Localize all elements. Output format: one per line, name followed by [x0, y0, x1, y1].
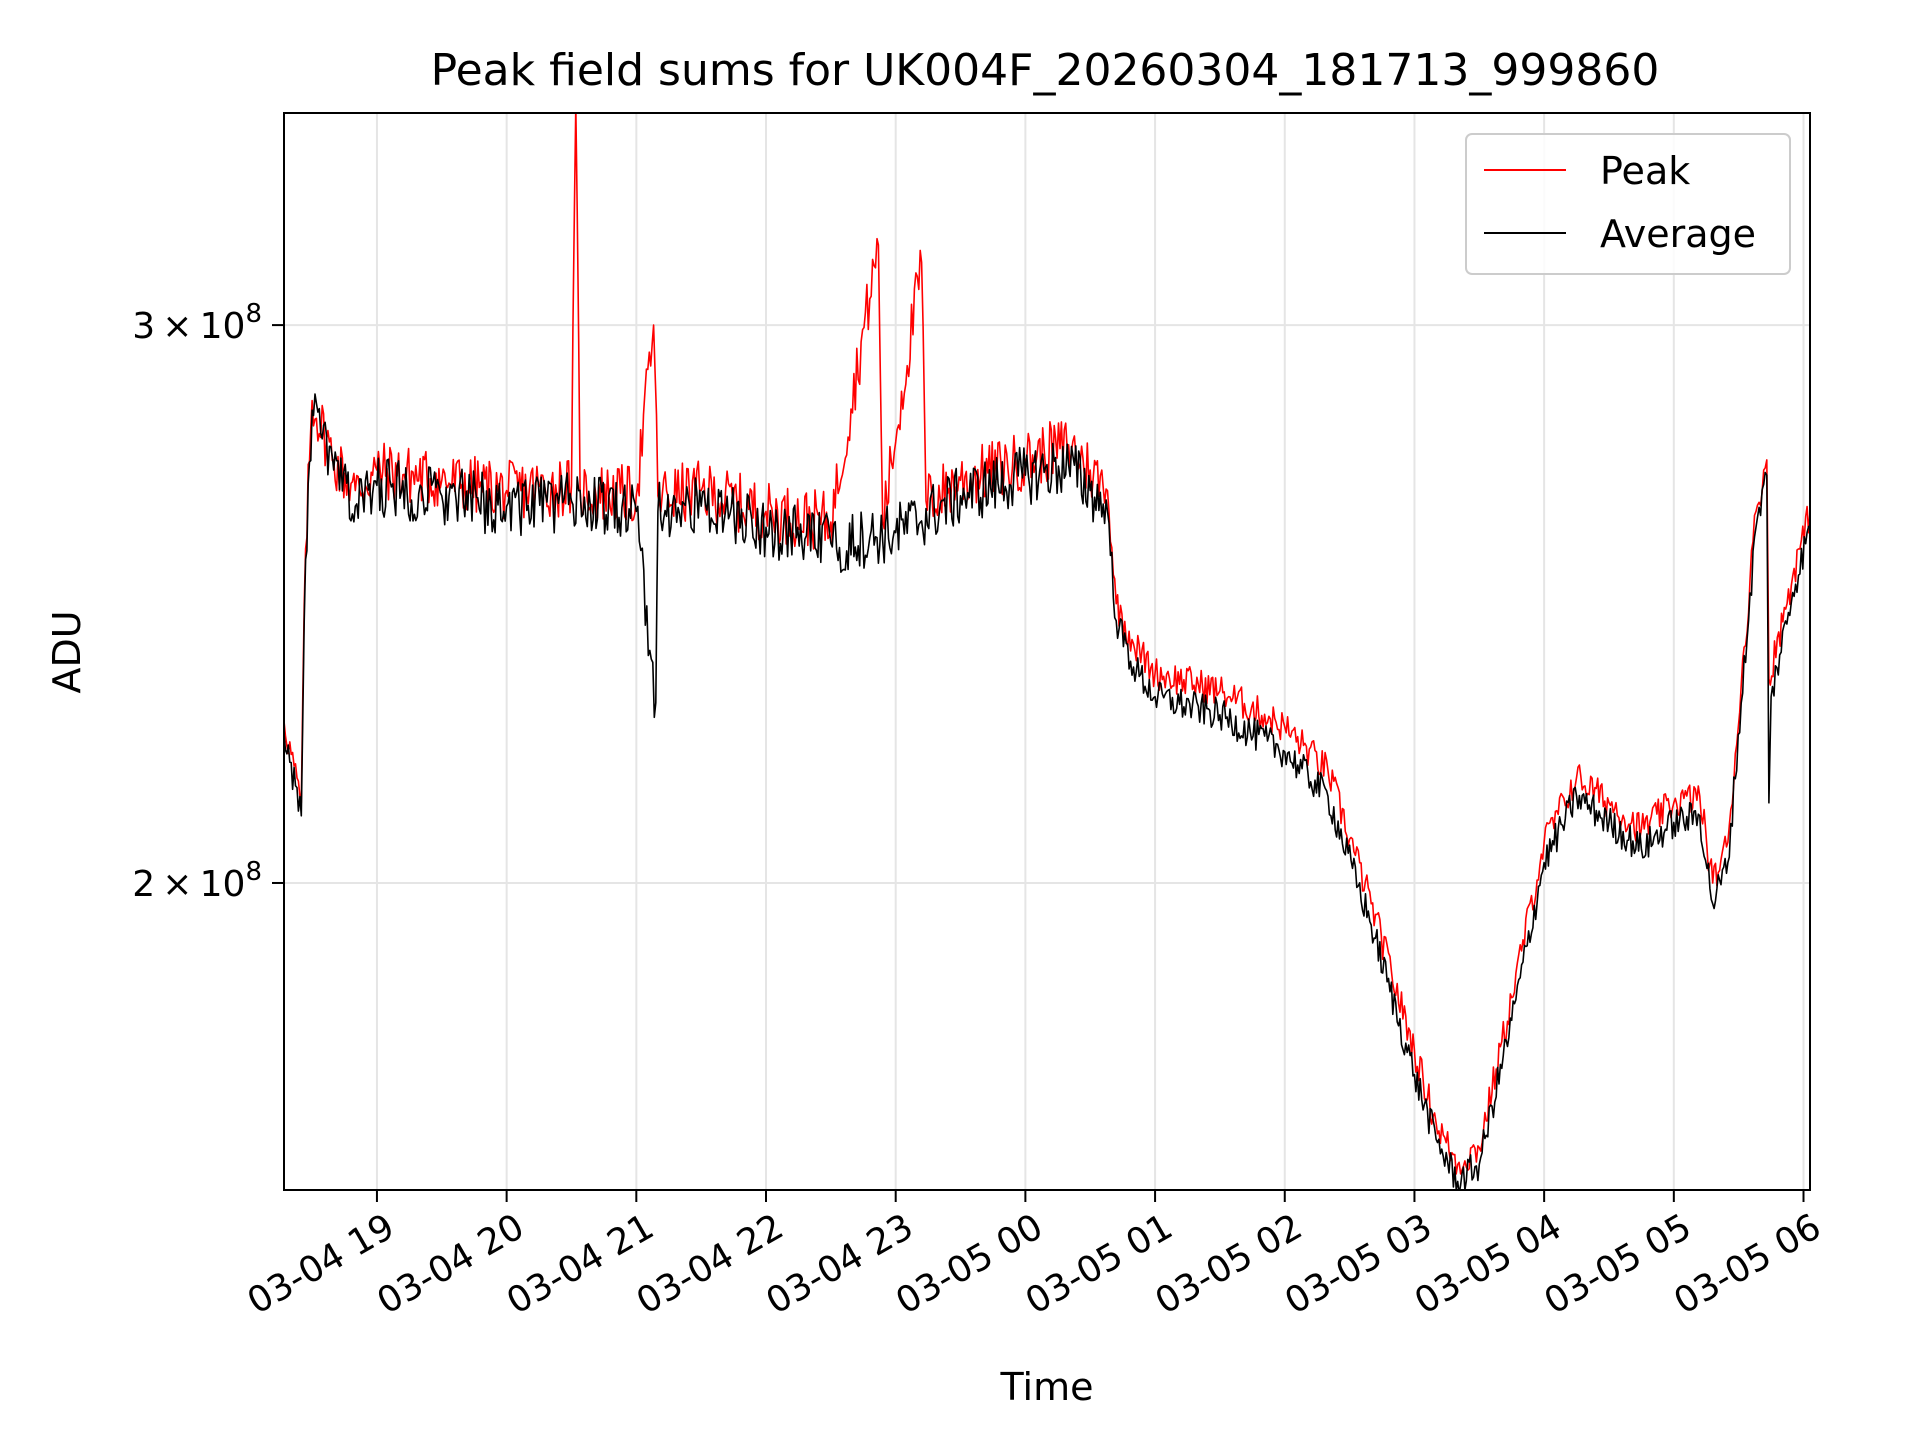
- legend-peak-label: Peak: [1600, 149, 1690, 193]
- series-line-average: [284, 393, 1810, 1190]
- y-tick-label: 3 × 108: [132, 299, 262, 347]
- chart-title: Peak field sums for UK004F_20260304_1817…: [431, 45, 1660, 96]
- y-tick-label: 2 × 108: [132, 857, 262, 905]
- gridlines: [284, 113, 1810, 1190]
- x-axis-label: Time: [1000, 1365, 1094, 1409]
- legend: Peak Average: [1465, 133, 1791, 275]
- plot-frame: [283, 112, 1811, 1191]
- plot-lines: [284, 113, 1810, 1190]
- y-axis-ticks: 3 × 108 2 × 108: [132, 299, 284, 905]
- y-axis-label: ADU: [45, 610, 89, 693]
- legend-average-label: Average: [1600, 212, 1756, 256]
